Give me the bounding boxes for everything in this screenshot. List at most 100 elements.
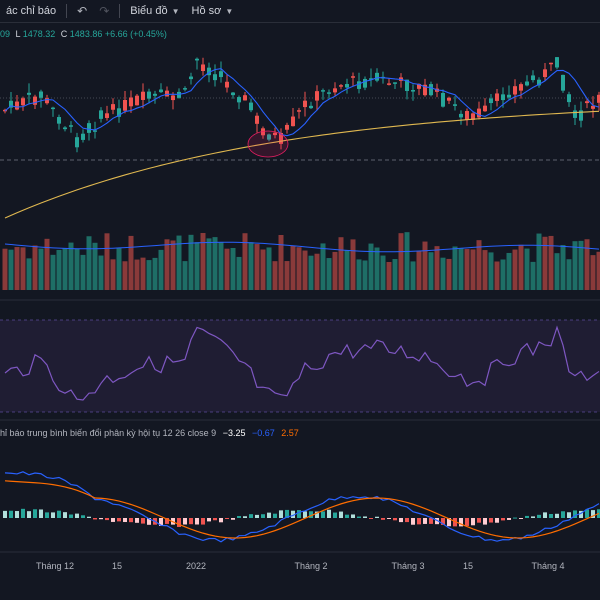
volume-bar	[398, 233, 404, 290]
volume-bar	[98, 255, 104, 290]
profile-menu-button[interactable]: Hồ sơ ▼	[186, 0, 240, 22]
volume-bar	[260, 249, 266, 290]
candle-body	[117, 108, 121, 117]
volume-bar	[104, 233, 110, 290]
macd-histogram-bar	[213, 518, 217, 521]
candle-body	[243, 95, 247, 101]
volume-bar	[314, 253, 320, 290]
candle-body	[417, 83, 421, 89]
volume-bar	[350, 239, 356, 290]
candle-body	[267, 134, 271, 140]
candle-body	[321, 90, 325, 92]
time-axis: Tháng 12 15 2022 Tháng 2 Tháng 3 15 Tháng 4	[36, 561, 565, 571]
low-value: 1478.32	[22, 29, 56, 39]
volume-bar	[476, 240, 482, 290]
rsi-band	[0, 320, 600, 412]
volume-bar	[140, 257, 146, 290]
macd-hist-value: −3.25	[222, 428, 246, 438]
candle-body	[57, 117, 61, 124]
volume-bar	[20, 247, 26, 290]
macd-histogram-bar	[453, 518, 457, 527]
macd-histogram-bar	[177, 518, 181, 527]
volume-bar	[590, 255, 596, 290]
candle-body	[585, 101, 589, 104]
macd-histogram-bar	[327, 509, 331, 518]
macd-histogram-bar	[57, 510, 61, 518]
macd-histogram-bar	[3, 510, 7, 518]
macd-histogram-bar	[237, 516, 241, 518]
volume-bar	[236, 256, 242, 290]
toolbar-divider	[66, 4, 68, 18]
candle-body	[291, 116, 295, 127]
candle-body	[405, 79, 409, 91]
indicators-button[interactable]: ác chỉ báo	[0, 0, 62, 22]
macd-histogram-bar	[495, 518, 499, 523]
volume-bar	[14, 247, 20, 290]
macd-histogram-bar	[303, 511, 307, 518]
volume-bar	[320, 243, 326, 290]
macd-histogram-bar	[585, 509, 589, 518]
redo-button[interactable]: ↷	[93, 0, 115, 22]
macd-pane	[3, 471, 600, 543]
rsi-pane	[0, 319, 600, 413]
macd-histogram-bar	[411, 518, 415, 525]
volume-bar	[302, 250, 308, 290]
volume-bar	[326, 258, 332, 290]
candle-body	[9, 100, 13, 108]
macd-histogram-bar	[345, 514, 349, 518]
candle-body	[225, 81, 229, 88]
volume-bar	[44, 238, 50, 290]
macd-histogram-bar	[183, 518, 187, 525]
candle-body	[375, 72, 379, 81]
candle-body	[87, 123, 91, 133]
candle-body	[411, 90, 415, 92]
candle-body	[33, 96, 37, 105]
macd-histogram-bar	[141, 518, 145, 524]
candle-body	[471, 113, 475, 120]
volume-bar	[506, 252, 512, 290]
macd-histogram-bar	[9, 510, 13, 518]
candle-body	[429, 84, 433, 96]
candle-body	[345, 84, 349, 88]
volume-bar	[536, 233, 542, 290]
volume-bar	[128, 235, 134, 290]
candle-body	[255, 115, 259, 124]
macd-histogram-bar	[339, 511, 343, 518]
top-toolbar: ác chỉ báo ↶ ↷ Biểu đồ ▼ Hồ sơ ▼	[0, 0, 600, 23]
volume-bar	[332, 251, 338, 290]
volume-bar	[8, 249, 14, 290]
candle-body	[183, 88, 187, 90]
candle-body	[525, 81, 529, 86]
macd-signal-value: 2.57	[281, 428, 299, 438]
undo-button[interactable]: ↶	[71, 0, 93, 22]
macd-histogram-bar	[447, 518, 451, 527]
candle-body	[423, 84, 427, 96]
macd-histogram-bar	[567, 512, 571, 518]
macd-histogram-bar	[291, 510, 295, 518]
candle-body	[591, 105, 595, 109]
time-axis-label: Tháng 3	[391, 561, 424, 571]
candle-body	[21, 98, 25, 106]
volume-bar	[338, 237, 344, 290]
macd-histogram-bar	[267, 512, 271, 518]
macd-histogram-bar	[417, 518, 421, 525]
change-value: +6.66 (+0.45%)	[104, 29, 167, 39]
macd-histogram-bar	[333, 512, 337, 518]
candle-body	[339, 85, 343, 87]
macd-histogram-bar	[117, 518, 121, 522]
candle-body	[369, 78, 373, 80]
macd-histogram-bar	[255, 514, 259, 518]
macd-histogram-bar	[249, 514, 253, 518]
volume-bar	[68, 242, 74, 290]
macd-histogram-bar	[483, 518, 487, 525]
candle-body	[105, 113, 109, 118]
macd-histogram-bar	[159, 518, 163, 526]
candle-body	[207, 67, 211, 76]
candle-body	[441, 93, 445, 107]
volume-bar	[440, 257, 446, 290]
candle-body	[477, 108, 481, 118]
chart-menu-button[interactable]: Biểu đồ ▼	[124, 0, 185, 22]
volume-bar	[560, 245, 566, 290]
volume-bar	[182, 261, 188, 290]
